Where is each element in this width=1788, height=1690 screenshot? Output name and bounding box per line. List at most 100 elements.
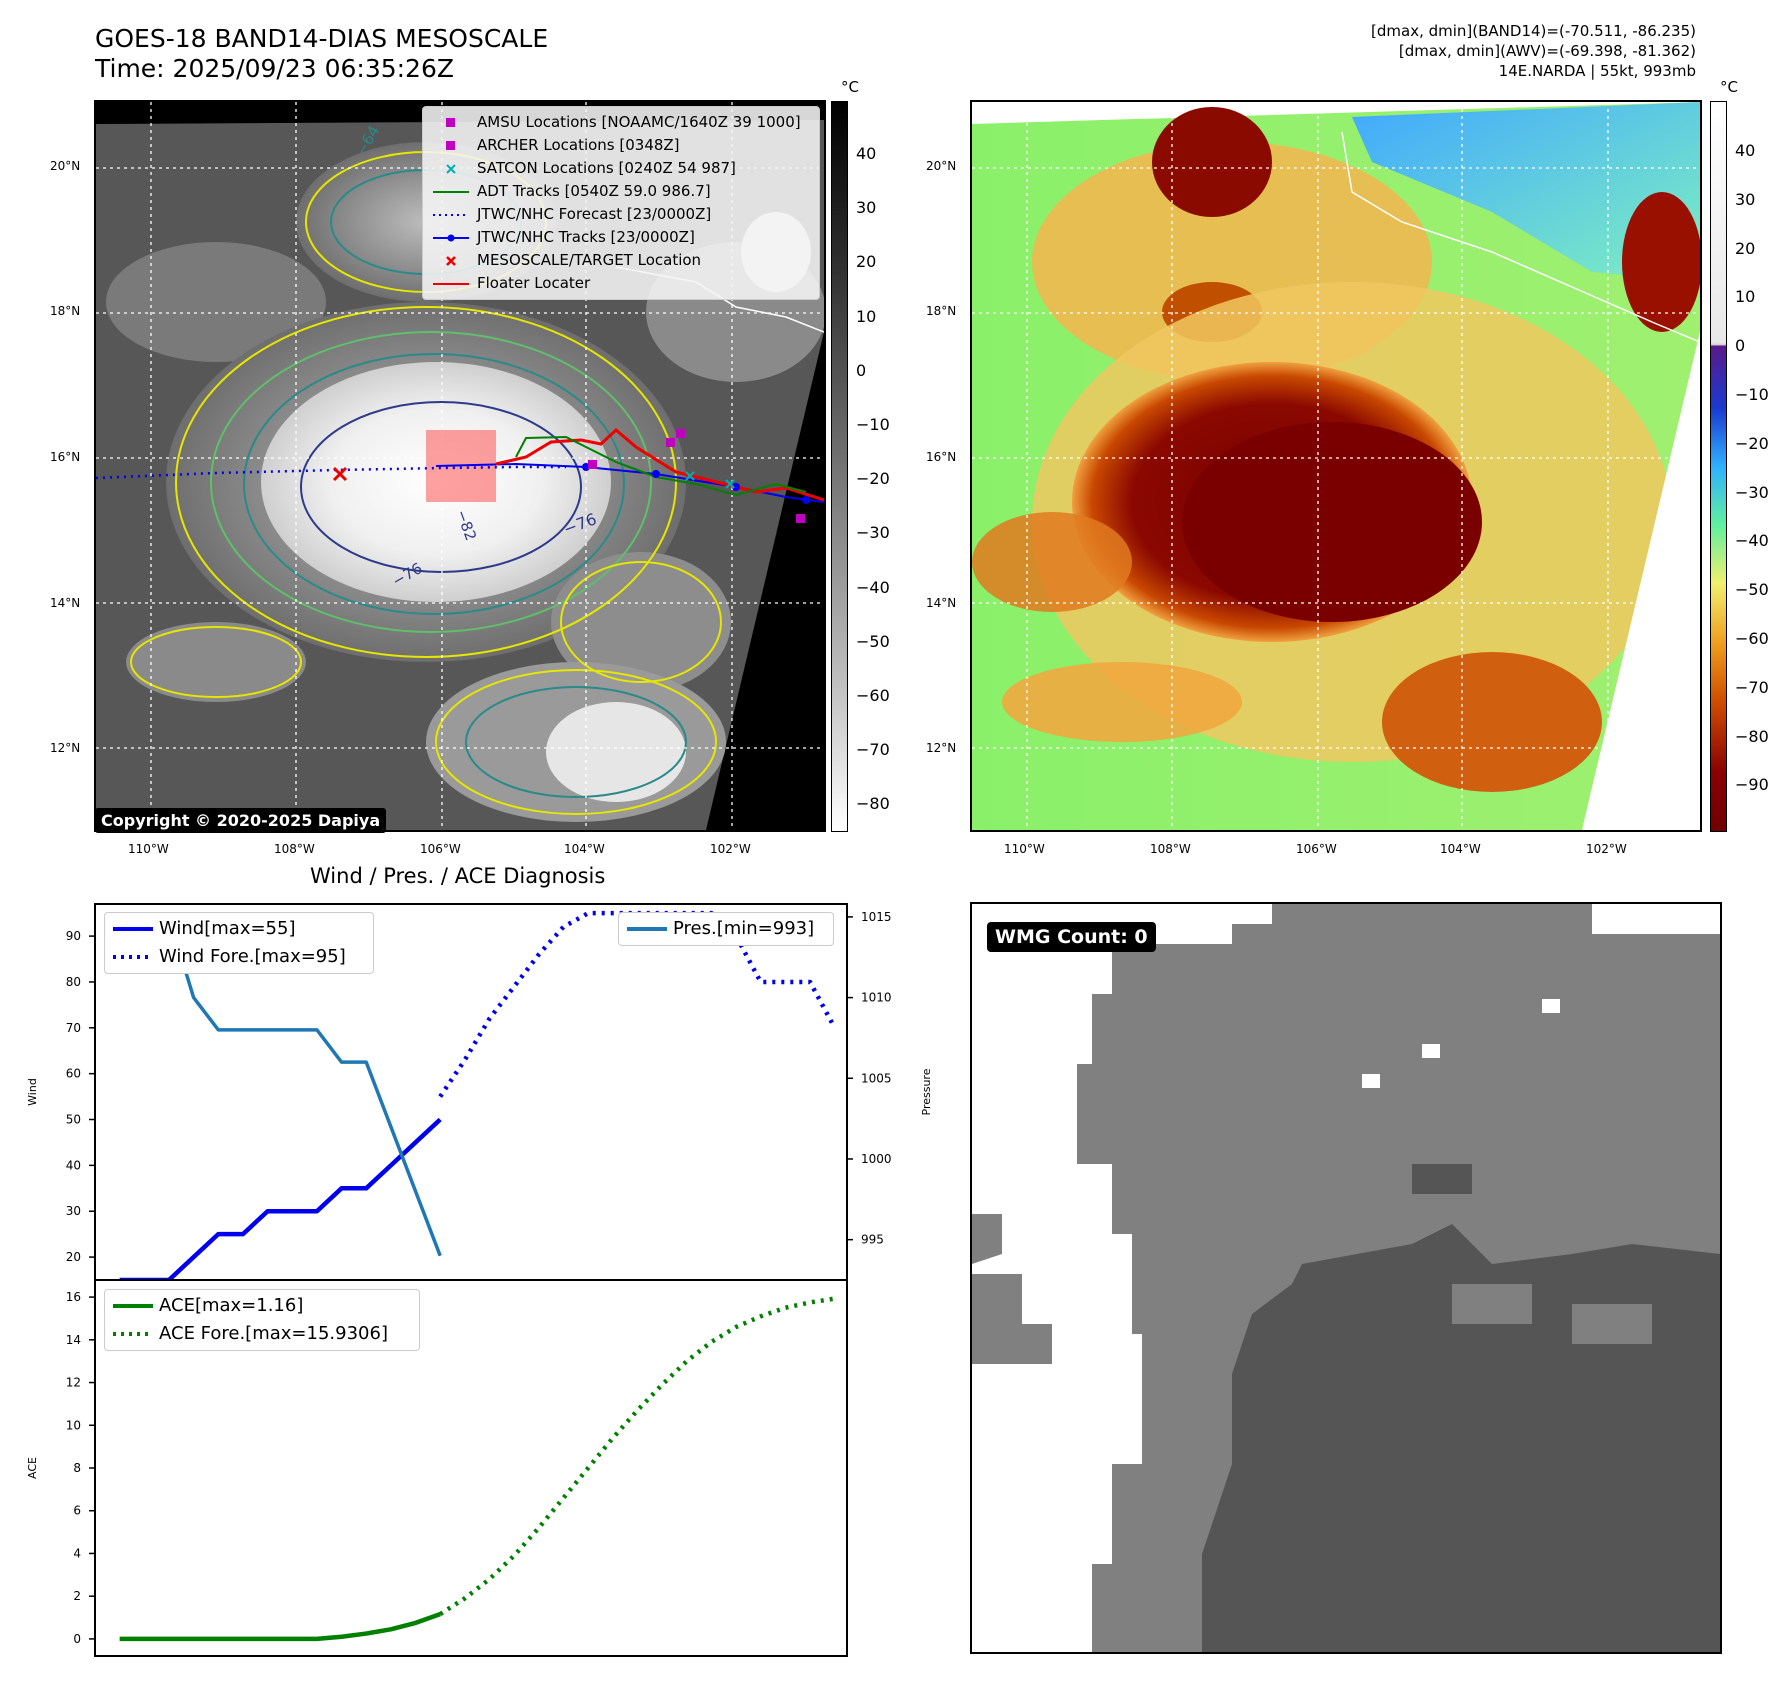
y-tick-label: 12 bbox=[66, 1376, 81, 1390]
legend-label: Wind Fore.[max=95] bbox=[159, 946, 346, 967]
dmax-band14-text: [dmax, dmin](BAND14)=(-70.511, -86.235) bbox=[1371, 22, 1696, 40]
lat-label: 18°N bbox=[926, 304, 957, 318]
line-icon bbox=[113, 1296, 153, 1316]
lat-label: 12°N bbox=[50, 741, 81, 755]
legend-label: ADT Tracks [0540Z 59.0 986.7] bbox=[477, 182, 711, 200]
colorbar-tick-label: −50 bbox=[1735, 580, 1769, 600]
diagnosis-chart: 20304050607080909951000100510101015Press… bbox=[26, 903, 933, 1657]
line-dot-icon bbox=[431, 228, 471, 248]
lat-label: 14°N bbox=[926, 596, 957, 610]
colorbar-tick-label: −70 bbox=[856, 740, 890, 760]
legend-entry: ADT Tracks [0540Z 59.0 986.7] bbox=[431, 180, 811, 203]
lat-label: 16°N bbox=[926, 450, 957, 464]
best-track-points bbox=[582, 463, 810, 504]
y-tick-label: 70 bbox=[66, 1021, 81, 1035]
ir-title: GOES-18 BAND14-DIAS MESOSCALE bbox=[95, 24, 549, 53]
y-tick-label: 90 bbox=[66, 929, 81, 943]
y-tick-label: 0 bbox=[73, 1632, 81, 1646]
diag-title: Wind / Pres. / ACE Diagnosis bbox=[310, 864, 606, 888]
line-icon bbox=[627, 919, 667, 939]
series-line bbox=[438, 910, 837, 1098]
legend-label: Pres.[min=993] bbox=[673, 918, 815, 939]
square-icon bbox=[431, 136, 471, 156]
lon-label: 102°W bbox=[710, 842, 751, 856]
y-tick-label: 2 bbox=[73, 1589, 81, 1603]
legend-entry: Floater Locater bbox=[431, 272, 811, 295]
colorbar-tick-label: 10 bbox=[1735, 287, 1756, 307]
legend-entry: JTWC/NHC Tracks [23/0000Z] bbox=[431, 226, 811, 249]
wmg-panel[interactable] bbox=[970, 902, 1722, 1654]
forecast-track bbox=[96, 465, 566, 480]
legend-entry: Wind Fore.[max=95] bbox=[113, 943, 365, 971]
series-line bbox=[119, 1612, 441, 1642]
lat-label: 20°N bbox=[50, 159, 81, 173]
dotted-line-icon bbox=[113, 1324, 153, 1344]
colorbar-tick-label: −70 bbox=[1735, 677, 1769, 697]
wmg-count-badge: WMG Count: 0 bbox=[987, 922, 1156, 952]
line-icon bbox=[431, 274, 471, 294]
legend-entry: Wind[max=55] bbox=[113, 915, 365, 943]
legend-label: JTWC/NHC Forecast [23/0000Z] bbox=[477, 205, 712, 223]
ir-colorbar-unit: °C bbox=[841, 78, 859, 96]
y2-tick-label: 1010 bbox=[861, 991, 892, 1005]
y-tick-label: 4 bbox=[73, 1546, 81, 1560]
line-icon bbox=[431, 182, 471, 202]
colorbar-tick-label: −10 bbox=[1735, 385, 1769, 404]
y-tick-label: 30 bbox=[66, 1204, 81, 1218]
lat-label: 16°N bbox=[50, 450, 81, 464]
lon-label: 106°W bbox=[420, 842, 461, 856]
y-tick-label: 6 bbox=[73, 1504, 81, 1518]
lon-label: 108°W bbox=[1150, 842, 1191, 856]
colorbar-tick-label: 40 bbox=[856, 144, 877, 163]
square-icon bbox=[431, 113, 471, 133]
lat-label: 18°N bbox=[50, 304, 81, 318]
lat-label: 20°N bbox=[926, 159, 957, 173]
wv-colorbar-unit: °C bbox=[1720, 78, 1738, 96]
legend-label: ACE Fore.[max=15.9306] bbox=[159, 1323, 388, 1344]
legend-entry: ARCHER Locations [0348Z] bbox=[431, 134, 811, 157]
legend-label: AMSU Locations [NOAAMC/1640Z 39 1000] bbox=[477, 113, 801, 131]
colorbar-tick-label: −20 bbox=[856, 469, 890, 489]
lon-label: 102°W bbox=[1586, 842, 1627, 856]
y-tick-label: 60 bbox=[66, 1067, 81, 1081]
y2-tick-label: 1005 bbox=[861, 1071, 892, 1085]
lon-label: 106°W bbox=[1296, 842, 1337, 856]
legend-label: SATCON Locations [0240Z 54 987] bbox=[477, 159, 736, 177]
lat-label: 12°N bbox=[926, 741, 957, 755]
y2-tick-label: 995 bbox=[861, 1233, 884, 1247]
y-tick-label: 40 bbox=[66, 1158, 81, 1172]
series-line bbox=[438, 1296, 836, 1617]
legend-entry: SATCON Locations [0240Z 54 987] bbox=[431, 157, 811, 180]
y-tick-label: 20 bbox=[66, 1250, 81, 1264]
line-icon bbox=[113, 919, 153, 939]
legend-label: ACE[max=1.16] bbox=[159, 1295, 304, 1316]
lon-label: 108°W bbox=[274, 842, 315, 856]
colorbar-tick-label: 30 bbox=[1735, 189, 1756, 209]
colorbar-tick-label: −80 bbox=[856, 794, 890, 814]
colorbar-tick-label: −90 bbox=[1735, 775, 1769, 795]
lon-label: 110°W bbox=[128, 842, 169, 856]
colorbar-tick-label: −10 bbox=[856, 415, 890, 434]
wv-colorbar bbox=[1710, 101, 1727, 832]
legend-label: Floater Locater bbox=[477, 274, 591, 292]
amsu-points bbox=[588, 429, 805, 523]
x-marker-icon bbox=[431, 251, 471, 271]
colorbar-tick-label: −60 bbox=[1735, 629, 1769, 648]
wv-map-panel[interactable] bbox=[970, 100, 1702, 832]
ace-legend: ACE[max=1.16] ACE Fore.[max=15.9306] bbox=[104, 1289, 420, 1351]
ir-legend: AMSU Locations [NOAAMC/1640Z 39 1000] AR… bbox=[422, 106, 820, 300]
colorbar-tick-label: 0 bbox=[1735, 336, 1746, 356]
y2-tick-label: 1015 bbox=[861, 910, 892, 924]
legend-entry: Pres.[min=993] bbox=[627, 915, 825, 943]
legend-entry: ACE Fore.[max=15.9306] bbox=[113, 1320, 411, 1348]
legend-entry: AMSU Locations [NOAAMC/1640Z 39 1000] bbox=[431, 111, 811, 134]
lon-label: 104°W bbox=[1440, 842, 1481, 856]
ir-map-panel[interactable]: −76 −82 −64 −76 AMSU Locations [NOAAMC/1… bbox=[94, 100, 826, 832]
colorbar-tick-label: 40 bbox=[1735, 141, 1756, 160]
pressure-legend: Pres.[min=993] bbox=[618, 912, 834, 946]
y2-axis-label: Pressure bbox=[920, 1068, 933, 1115]
lon-label: 110°W bbox=[1004, 842, 1045, 856]
colorbar-tick-label: 10 bbox=[856, 306, 877, 326]
series-line bbox=[119, 1117, 442, 1283]
colorbar-tick-label: −20 bbox=[1735, 433, 1769, 453]
